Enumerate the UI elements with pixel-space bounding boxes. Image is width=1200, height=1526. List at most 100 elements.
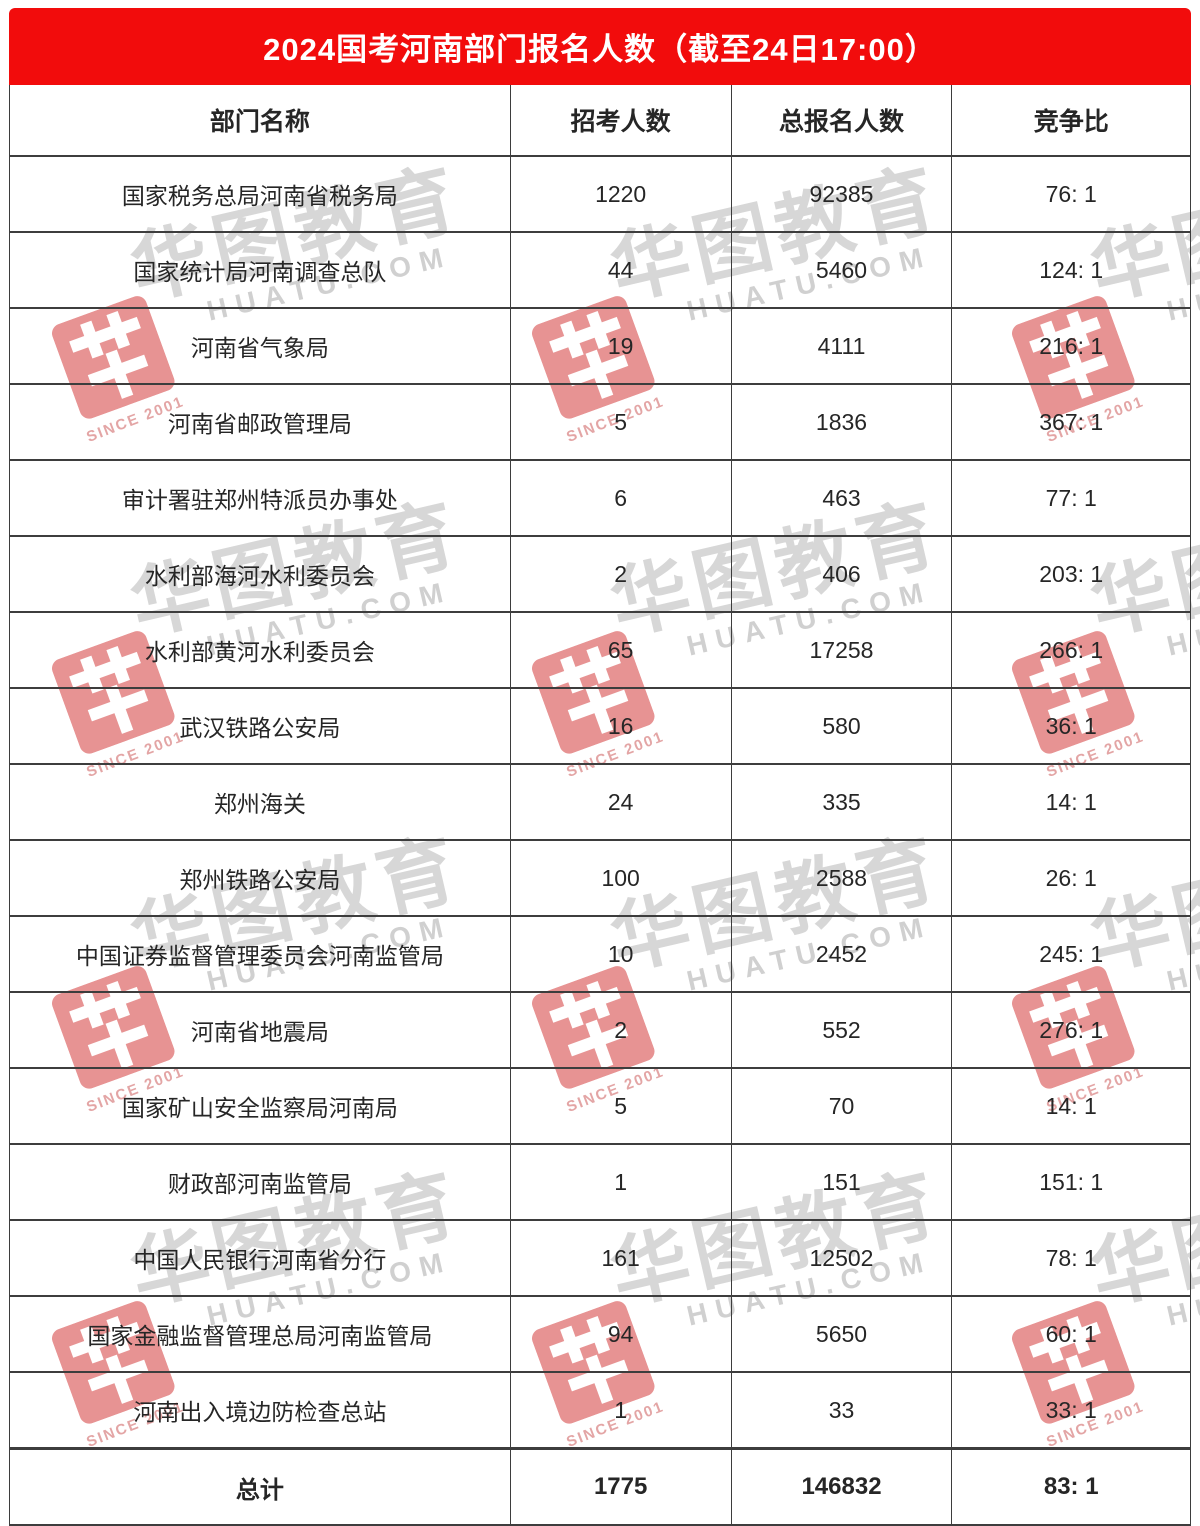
recruit-count-cell: 94: [509, 1295, 732, 1373]
column-header-recruit-count: 招考人数: [509, 85, 732, 157]
table-body: 国家税务总局河南省税务局 1220 92385 76: 1 国家统计局河南调查总队 44 5…: [9, 155, 1191, 1450]
applicant-count-cell: 5650: [730, 1295, 953, 1373]
applicant-count-cell: 580: [730, 687, 953, 765]
table-row: 国家税务总局河南省税务局 1220 92385 76: 1: [9, 155, 1191, 233]
competition-ratio-cell: 151: 1: [951, 1143, 1191, 1221]
table-row: 水利部黄河水利委员会 65 17258 266: 1: [9, 611, 1191, 689]
department-cell: 水利部黄河水利委员会: [9, 611, 511, 689]
competition-ratio-cell: 14: 1: [951, 1067, 1191, 1145]
title-bar: 2024国考河南部门报名人数（截至24日17:00）: [9, 8, 1191, 85]
column-header-competition-ratio: 竞争比: [951, 85, 1191, 157]
applicant-count-cell: 2588: [730, 839, 953, 917]
department-cell: 河南省邮政管理局: [9, 383, 511, 461]
total-applicants-cell: 146832: [730, 1447, 953, 1526]
recruit-count-cell: 16: [509, 687, 732, 765]
competition-ratio-cell: 367: 1: [951, 383, 1191, 461]
competition-ratio-cell: 33: 1: [951, 1371, 1191, 1450]
recruit-count-cell: 10: [509, 915, 732, 993]
department-cell: 中国人民银行河南省分行: [9, 1219, 511, 1297]
recruit-count-cell: 24: [509, 763, 732, 841]
recruit-count-cell: 5: [509, 383, 732, 461]
column-header-applicant-count: 总报名人数: [730, 85, 953, 157]
competition-ratio-cell: 276: 1: [951, 991, 1191, 1069]
department-cell: 财政部河南监管局: [9, 1143, 511, 1221]
applicant-count-cell: 12502: [730, 1219, 953, 1297]
table-row: 河南省邮政管理局 5 1836 367: 1: [9, 383, 1191, 461]
applicant-count-cell: 33: [730, 1371, 953, 1450]
competition-ratio-cell: 245: 1: [951, 915, 1191, 993]
applicant-count-cell: 2452: [730, 915, 953, 993]
department-cell: 国家矿山安全监察局河南局: [9, 1067, 511, 1145]
recruit-count-cell: 44: [509, 231, 732, 309]
stats-table: 部门名称 招考人数 总报名人数 竞争比 国家税务总局河南省税务局 1220 9238…: [9, 85, 1191, 1526]
recruit-count-cell: 2: [509, 535, 732, 613]
column-header-department: 部门名称: [9, 85, 511, 157]
department-cell: 水利部海河水利委员会: [9, 535, 511, 613]
recruit-count-cell: 161: [509, 1219, 732, 1297]
applicant-count-cell: 335: [730, 763, 953, 841]
competition-ratio-cell: 124: 1: [951, 231, 1191, 309]
page-title: 2024国考河南部门报名人数（截至24日17:00）: [263, 32, 937, 67]
applicant-count-cell: 17258: [730, 611, 953, 689]
applicant-count-cell: 92385: [730, 155, 953, 233]
applicant-count-cell: 552: [730, 991, 953, 1069]
table-row: 中国证券监督管理委员会河南监管局 10 2452 245: 1: [9, 915, 1191, 993]
recruit-count-cell: 65: [509, 611, 732, 689]
department-cell: 郑州海关: [9, 763, 511, 841]
department-cell: 审计署驻郑州特派员办事处: [9, 459, 511, 537]
recruit-count-cell: 19: [509, 307, 732, 385]
applicant-count-cell: 463: [730, 459, 953, 537]
table-row: 审计署驻郑州特派员办事处 6 463 77: 1: [9, 459, 1191, 537]
table-row: 财政部河南监管局 1 151 151: 1: [9, 1143, 1191, 1221]
competition-ratio-cell: 26: 1: [951, 839, 1191, 917]
competition-ratio-cell: 60: 1: [951, 1295, 1191, 1373]
competition-ratio-cell: 78: 1: [951, 1219, 1191, 1297]
competition-ratio-cell: 36: 1: [951, 687, 1191, 765]
table-row: 国家矿山安全监察局河南局 5 70 14: 1: [9, 1067, 1191, 1145]
recruit-count-cell: 2: [509, 991, 732, 1069]
table-row: 武汉铁路公安局 16 580 36: 1: [9, 687, 1191, 765]
recruit-count-cell: 6: [509, 459, 732, 537]
table-header-row: 部门名称 招考人数 总报名人数 竞争比: [9, 85, 1191, 157]
applicant-count-cell: 70: [730, 1067, 953, 1145]
applicant-count-cell: 406: [730, 535, 953, 613]
table-row: 河南省地震局 2 552 276: 1: [9, 991, 1191, 1069]
department-cell: 中国证券监督管理委员会河南监管局: [9, 915, 511, 993]
competition-ratio-cell: 76: 1: [951, 155, 1191, 233]
applicant-count-cell: 4111: [730, 307, 953, 385]
recruit-count-cell: 1: [509, 1371, 732, 1450]
department-cell: 国家税务总局河南省税务局: [9, 155, 511, 233]
competition-ratio-cell: 203: 1: [951, 535, 1191, 613]
department-cell: 国家金融监督管理总局河南监管局: [9, 1295, 511, 1373]
table-row: 河南出入境边防检查总站 1 33 33: 1: [9, 1371, 1191, 1450]
table-total-row: 总计 1775 146832 83: 1: [9, 1447, 1191, 1526]
applicant-count-cell: 5460: [730, 231, 953, 309]
table-row: 国家金融监督管理总局河南监管局 94 5650 60: 1: [9, 1295, 1191, 1373]
department-cell: 郑州铁路公安局: [9, 839, 511, 917]
table-row: 郑州海关 24 335 14: 1: [9, 763, 1191, 841]
competition-ratio-cell: 266: 1: [951, 611, 1191, 689]
total-ratio-cell: 83: 1: [951, 1447, 1191, 1526]
total-recruit-cell: 1775: [509, 1447, 732, 1526]
total-label-cell: 总计: [9, 1447, 511, 1526]
department-cell: 河南出入境边防检查总站: [9, 1371, 511, 1450]
competition-ratio-cell: 77: 1: [951, 459, 1191, 537]
table-row: 郑州铁路公安局 100 2588 26: 1: [9, 839, 1191, 917]
competition-ratio-cell: 216: 1: [951, 307, 1191, 385]
competition-ratio-cell: 14: 1: [951, 763, 1191, 841]
recruit-count-cell: 100: [509, 839, 732, 917]
table-row: 河南省气象局 19 4111 216: 1: [9, 307, 1191, 385]
table-row: 中国人民银行河南省分行 161 12502 78: 1: [9, 1219, 1191, 1297]
recruit-count-cell: 1: [509, 1143, 732, 1221]
department-cell: 武汉铁路公安局: [9, 687, 511, 765]
recruit-count-cell: 1220: [509, 155, 732, 233]
department-cell: 河南省气象局: [9, 307, 511, 385]
department-cell: 河南省地震局: [9, 991, 511, 1069]
table-row: 水利部海河水利委员会 2 406 203: 1: [9, 535, 1191, 613]
recruit-count-cell: 5: [509, 1067, 732, 1145]
applicant-count-cell: 151: [730, 1143, 953, 1221]
applicant-count-cell: 1836: [730, 383, 953, 461]
department-cell: 国家统计局河南调查总队: [9, 231, 511, 309]
table-row: 国家统计局河南调查总队 44 5460 124: 1: [9, 231, 1191, 309]
